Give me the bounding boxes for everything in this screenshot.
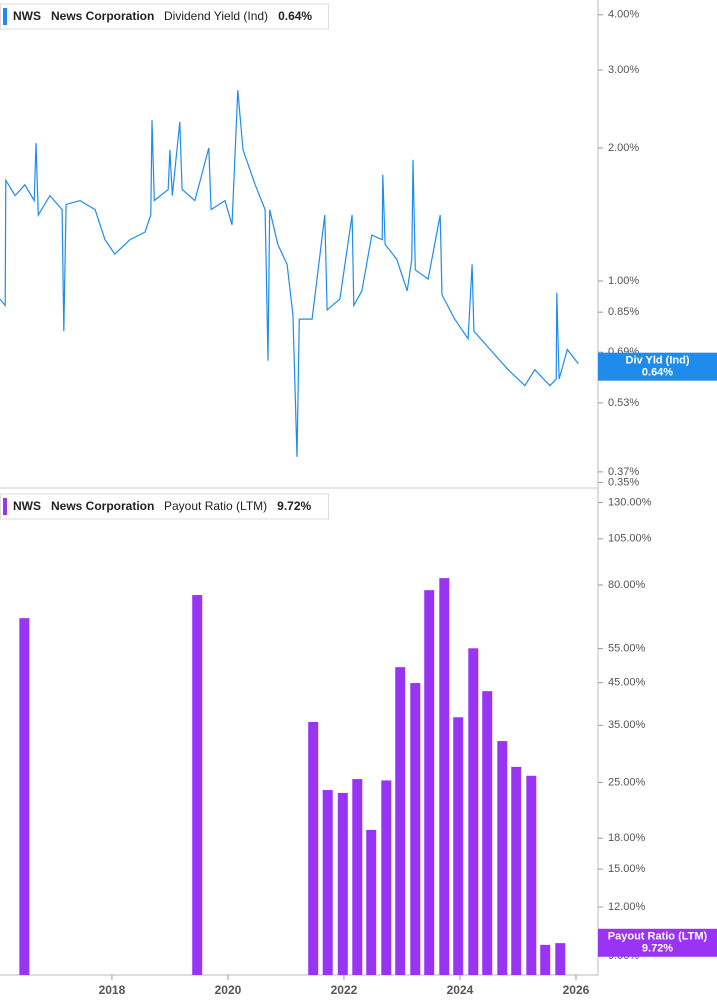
bar [526, 775, 537, 975]
y-tick-label: 25.00% [608, 776, 646, 788]
x-tick-label: 2018 [99, 983, 126, 997]
legend-value: 9.72% [277, 499, 311, 513]
y-tick-label: 130.00% [608, 496, 652, 508]
y-tick-label: 45.00% [608, 677, 646, 689]
legend-swatch [3, 498, 7, 515]
bar [395, 667, 406, 975]
bar [381, 780, 392, 975]
value-tag-name: Payout Ratio (LTM) [608, 931, 708, 943]
legend-company: News Corporation [51, 499, 154, 513]
y-tick-label: 1.00% [608, 275, 639, 287]
x-tick-label: 2022 [331, 983, 358, 997]
bar [439, 578, 450, 975]
bar [497, 741, 508, 975]
bar [453, 717, 464, 975]
bar [366, 829, 377, 975]
legend-metric: Payout Ratio (LTM) [164, 499, 267, 513]
y-tick-label: 35.00% [608, 719, 646, 731]
y-tick-label: 2.00% [608, 142, 639, 154]
bar [555, 943, 566, 975]
bar [424, 590, 435, 975]
bar [322, 790, 333, 975]
y-tick-label: 55.00% [608, 643, 646, 655]
legend-swatch [3, 8, 7, 25]
bar [192, 595, 203, 975]
bar [511, 766, 522, 975]
legend-box [0, 3, 329, 30]
bar [482, 691, 493, 975]
value-tag [598, 352, 717, 381]
line [0, 90, 579, 457]
y-tick-label: 15.00% [608, 863, 646, 875]
y-tick-label: 0.35% [608, 476, 639, 488]
bar [540, 944, 551, 975]
y-tick-label: 12.00% [608, 901, 646, 913]
y-tick-label: 105.00% [608, 533, 652, 545]
y-tick-label: 4.00% [608, 9, 639, 21]
x-tick-label: 2024 [447, 983, 474, 997]
y-tick-label: 80.00% [608, 579, 646, 591]
value-tag [598, 928, 717, 957]
bar [410, 683, 421, 975]
bar [337, 792, 348, 975]
value-tag-name: Div Yld (Ind) [626, 355, 690, 367]
y-tick-label: 3.00% [608, 64, 639, 76]
y-tick-label: 0.53% [608, 397, 639, 409]
bar [352, 779, 363, 975]
value-tag-value: 9.72% [642, 943, 673, 955]
legend-metric: Dividend Yield (Ind) [164, 9, 268, 23]
legend-company: News Corporation [51, 9, 154, 23]
x-tick-label: 2020 [215, 983, 242, 997]
legend-box [0, 493, 329, 520]
value-tag-value: 0.64% [642, 367, 673, 379]
bar [308, 721, 319, 975]
legend-value: 0.64% [278, 9, 312, 23]
bar [19, 618, 30, 975]
y-tick-label: 0.85% [608, 306, 639, 318]
bar [468, 648, 479, 975]
legend-ticker: NWS [13, 9, 41, 23]
legend-ticker: NWS [13, 499, 41, 513]
y-tick-label: 18.00% [608, 832, 646, 844]
x-tick-label: 2026 [563, 983, 590, 997]
y-tick-label: 0.37% [608, 466, 639, 478]
